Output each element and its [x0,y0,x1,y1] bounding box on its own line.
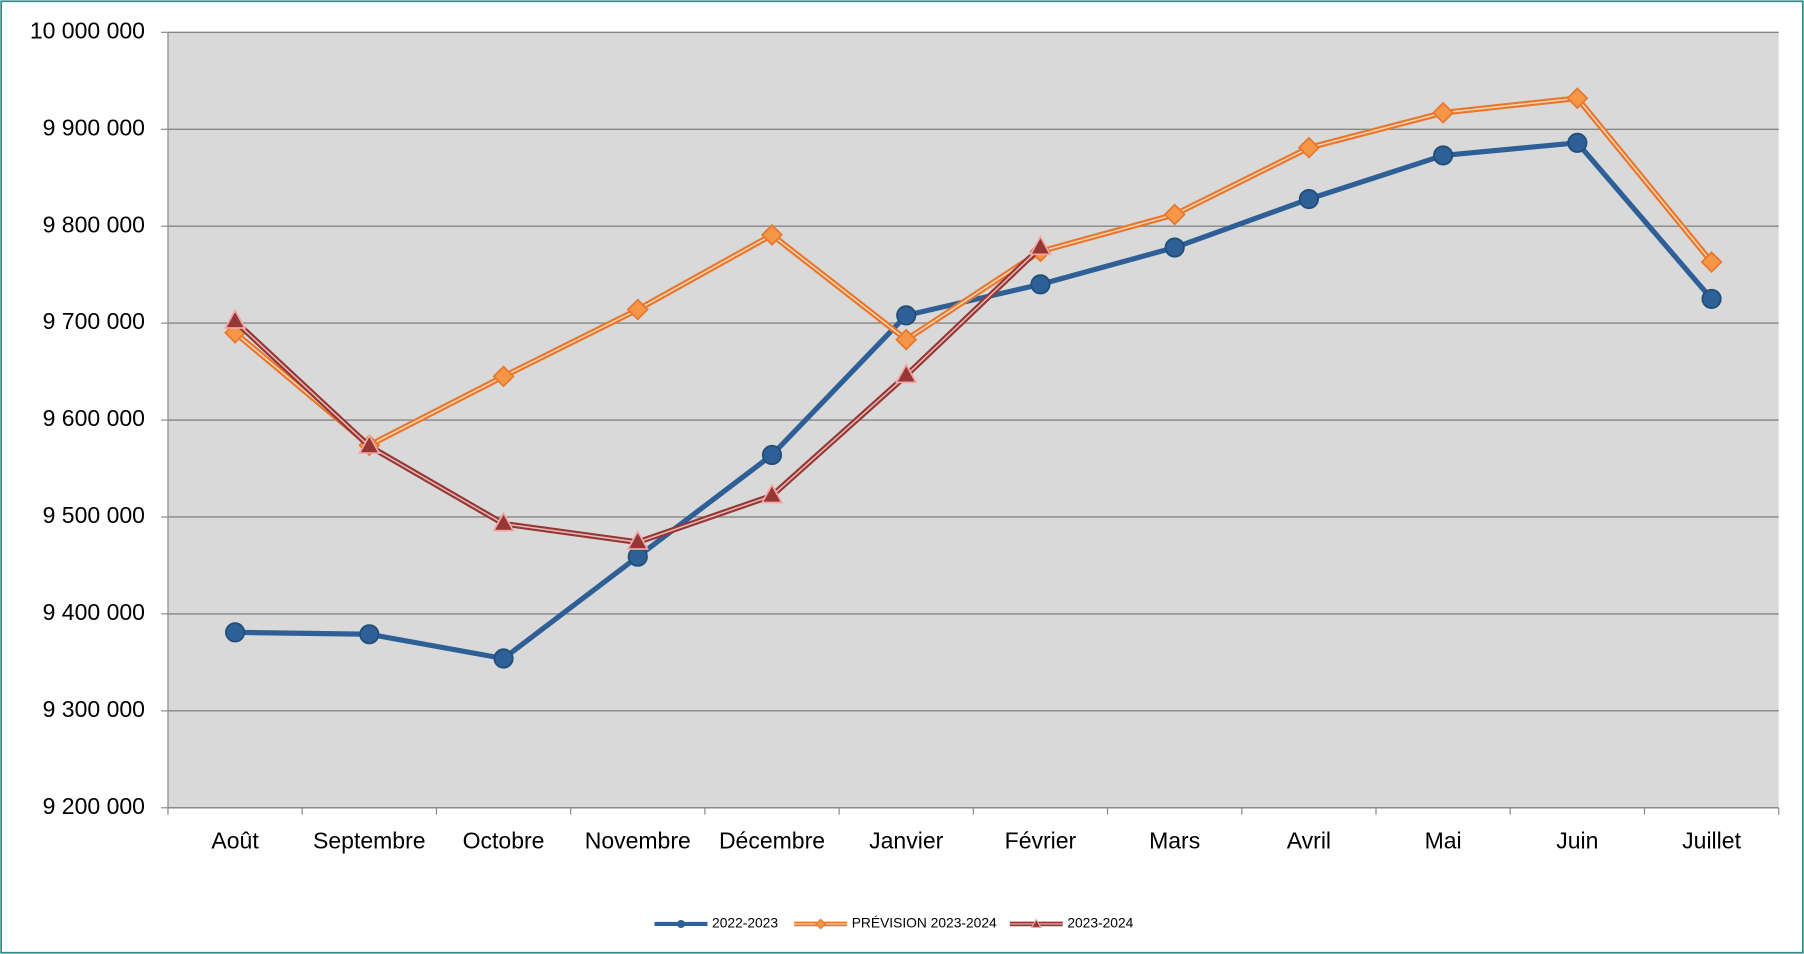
x-tick-label: Août [211,827,259,853]
series-line [235,140,1714,662]
y-tick-label: 9 800 000 [43,211,145,237]
series [225,132,1722,669]
marker [225,622,246,643]
marker [1567,132,1588,153]
marker [493,648,514,669]
y-tick-label: 9 500 000 [43,502,145,528]
x-tick-label: Mars [1149,827,1200,853]
marker [1164,237,1185,258]
marker [1297,136,1320,159]
marker [1029,234,1052,256]
legend-marker [1030,918,1042,928]
marker [627,546,648,567]
x-tick-label: Mai [1425,827,1462,853]
marker [1298,188,1319,210]
marker [895,328,918,351]
marker [896,305,917,326]
y-tick-label: 9 400 000 [43,599,145,625]
marker [1030,274,1051,295]
series-line-inner [234,97,1713,447]
x-tick-label: Décembre [719,827,825,853]
x-tick-label: Juillet [1682,827,1741,853]
marker [1433,145,1454,166]
marker [359,624,380,645]
marker [1700,251,1723,274]
marker [1432,101,1455,124]
y-tick-label: 9 600 000 [43,405,145,431]
y-tick-label: 9 200 000 [43,793,145,819]
marker [492,511,515,532]
series [224,87,1723,457]
marker [894,362,918,384]
legend-marker [815,918,827,930]
x-tick-label: Septembre [313,827,426,853]
y-tick-label: 9 900 000 [43,114,145,140]
marker [626,529,650,550]
x-tick-label: Avril [1287,827,1331,853]
legend-label: 2022-2023 [712,916,778,931]
marker [1566,87,1589,110]
y-tick-label: 10 000 000 [30,17,145,43]
marker [358,433,381,454]
x-tick-label: Octobre [463,827,545,853]
x-tick-label: Janvier [869,827,943,853]
x-tick-label: Novembre [585,827,691,853]
marker [626,298,649,321]
y-tick-label: 9 300 000 [43,696,145,722]
marker [223,308,247,329]
marker [1701,288,1722,309]
x-tick-label: Février [1005,827,1077,853]
legend: 2022-2023 PRÉVISION 2023-2024 2023-2024 [654,915,1134,931]
marker [492,365,515,388]
marker [761,444,783,466]
legend-label: PRÉVISION 2023-2024 [852,915,997,931]
y-tick-label: 9 700 000 [43,308,145,334]
x-tick-label: Juin [1556,827,1598,853]
marker [1163,203,1186,226]
marker [760,223,783,246]
legend-marker [676,919,686,928]
legend-label: 2023-2024 [1067,916,1133,931]
series [223,234,1052,550]
marker [760,483,784,504]
